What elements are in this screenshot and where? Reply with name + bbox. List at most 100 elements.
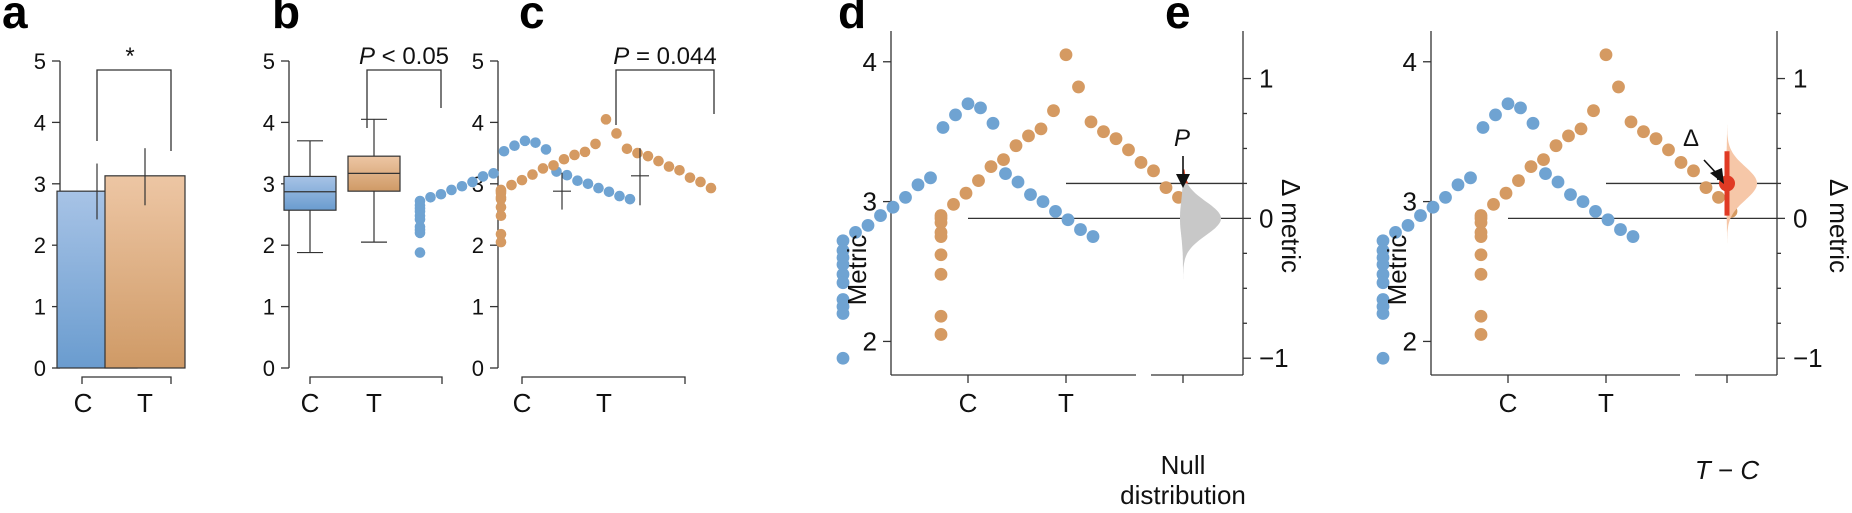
panel-e-point-C: [1489, 108, 1502, 122]
panel-c-p-value: P = 0.044: [613, 43, 716, 70]
panel-d-point-C: [999, 167, 1012, 181]
panel-c-point-T: [590, 138, 601, 150]
panel-d-point-C: [836, 234, 850, 248]
panel-b-x-label-T: T: [366, 388, 382, 418]
panel-a-x-axis: [81, 376, 172, 384]
panel-c-point-C: [425, 192, 436, 203]
panel-c-point-C: [509, 140, 520, 152]
panel-d-point-T: [934, 216, 948, 229]
panel-d-point-T: [934, 248, 948, 262]
panel-e-point-C: [1401, 218, 1415, 232]
panel-c-point-T: [495, 201, 507, 213]
panel-e-point-C: [1501, 97, 1515, 111]
panel-d-point-T: [934, 230, 948, 243]
panel-e-point-C: [1539, 167, 1552, 181]
panel-c-point-T: [621, 143, 633, 155]
panel-e-point-T: [1624, 115, 1638, 129]
panel-e-point-C: [1514, 101, 1527, 115]
panel-d-y-tick-label-right: −1: [1259, 343, 1289, 373]
panel-e-point-C: [1476, 121, 1490, 134]
panel-c-point-T: [506, 179, 517, 191]
panel-d-y-tick-label-right: 1: [1259, 64, 1273, 94]
panel-d-label: d: [838, 0, 866, 38]
panel-e-point-C: [1551, 175, 1565, 189]
panel-c-point-C: [572, 175, 583, 187]
panel-c-point-T: [600, 114, 612, 125]
panel-e-point-C: [1376, 258, 1390, 271]
panel-e-delta-marker: Δ: [1683, 125, 1699, 152]
panel-c-point-C: [624, 193, 636, 205]
panel-e-point-C: [1564, 188, 1577, 202]
panel-c-point-T: [495, 193, 507, 205]
panel-d-point-C: [961, 97, 975, 111]
panel-d-point-T: [984, 160, 998, 174]
panel-b-label: b: [272, 0, 300, 38]
panel-d-point-C: [911, 178, 925, 192]
panel-c-point-C: [519, 135, 531, 147]
panel-e-point-T: [1649, 132, 1663, 146]
panel-d-y-tick-label: 3: [863, 187, 877, 217]
panel-c-point-T: [495, 236, 507, 248]
panel-a-y-tick-label: 3: [34, 172, 46, 197]
panel-e-point-C: [1414, 209, 1427, 222]
panel-e-point-C: [1589, 204, 1602, 218]
panel-c-point-T: [684, 172, 696, 183]
panel-d-point-C: [836, 307, 850, 320]
panel-c-point-C: [414, 214, 426, 225]
panel-e-ylabel: Metric: [1382, 235, 1412, 306]
panel-c-point-C: [488, 168, 499, 179]
panel-c-point-T: [579, 146, 591, 158]
panel-e-point-T: [1474, 216, 1488, 229]
panel-e-point-C: [1376, 276, 1390, 290]
panel-e-point-T: [1712, 191, 1725, 204]
panel-c-point-T: [569, 149, 580, 161]
panel-c-point-C: [498, 145, 510, 157]
panel-c-point-C: [530, 137, 541, 148]
panel-c-point-T: [537, 163, 549, 174]
panel-b-box-C: [283, 175, 337, 211]
panel-d-point-T: [1047, 104, 1060, 118]
panel-d-point-C: [1061, 213, 1075, 227]
panel-d-null-label-line2: distribution: [1120, 480, 1246, 510]
panel-d-point-T: [997, 153, 1010, 167]
panel-d-point-C: [1049, 204, 1062, 218]
panel-e-delta-arrowhead: [1710, 168, 1724, 184]
panel-a-y-tick-label: 2: [34, 233, 46, 258]
panel-d-y-tick-label: 4: [863, 47, 877, 77]
panel-d-point-C: [1086, 230, 1100, 243]
panel-e-point-C: [1626, 230, 1640, 243]
panel-e-point-T: [1662, 143, 1675, 157]
panel-d-point-C: [1036, 195, 1050, 209]
panel-c-point-C: [561, 169, 573, 181]
panel-c-significance-bracket: [615, 69, 715, 125]
panel-e-point-T: [1524, 160, 1538, 174]
panel-c-point-C: [435, 188, 447, 200]
panel-d-point-T: [1022, 129, 1035, 143]
panel-b-y-tick-label: 0: [263, 356, 275, 381]
panel-d-point-C: [1011, 175, 1025, 189]
panel-e-y-tick-label-right: −1: [1793, 343, 1823, 373]
panel-e-point-C: [1601, 213, 1615, 227]
panel-e-point-C: [1451, 178, 1465, 192]
panel-c-point-C: [467, 176, 478, 188]
panel-c-point-C: [456, 180, 468, 192]
panel-d-point-C: [899, 191, 912, 204]
panel-e-point-C: [1526, 116, 1540, 130]
panel-d-point-T: [1122, 143, 1135, 157]
panel-e-point-T: [1512, 174, 1525, 188]
panel-a-y-tick-label: 4: [34, 110, 46, 135]
panel-e-estimation-plot: 2 3 4 −1 0 1 C T Metric Δ metric T − C Δ: [1376, 31, 1852, 485]
panel-e-point-T: [1599, 48, 1613, 62]
panel-e-point-T: [1537, 153, 1550, 167]
panel-d-null-distribution-curve: [1180, 168, 1221, 289]
panel-e-point-T: [1487, 197, 1500, 211]
panel-e-y-tick-label-right: 1: [1793, 64, 1807, 94]
panel-c-point-C: [603, 186, 615, 198]
panel-c-point-T: [527, 169, 538, 180]
panel-d-x-label-T: T: [1058, 388, 1074, 418]
panel-e-point-T: [1637, 125, 1650, 139]
panel-c-label: c: [519, 0, 545, 38]
panel-d-point-T: [947, 197, 960, 211]
panel-d-point-C: [836, 351, 850, 365]
